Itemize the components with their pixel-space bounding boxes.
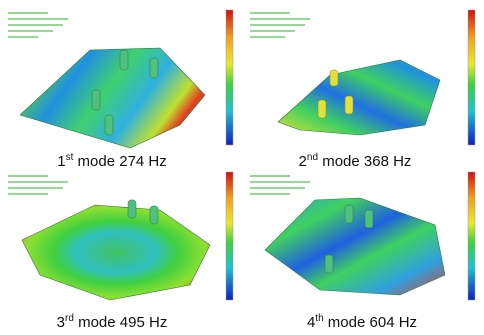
frequency: 495 xyxy=(120,314,145,331)
ordinal-suffix: rd xyxy=(65,313,74,324)
label: mode xyxy=(78,153,116,170)
frequency: 368 xyxy=(364,153,389,170)
unit: Hz xyxy=(399,314,417,331)
label: mode xyxy=(322,153,360,170)
mode-image xyxy=(250,172,475,300)
caption: 4th mode 604 Hz xyxy=(307,313,417,331)
page: {"panels": [ {"ordinal": "1", "suffix": … xyxy=(0,0,484,335)
ordinal-suffix: nd xyxy=(307,152,318,163)
unit: Hz xyxy=(148,153,166,170)
label: mode xyxy=(328,314,366,331)
mode-image xyxy=(8,172,233,300)
label: mode xyxy=(78,314,116,331)
caption: 3rd mode 495 Hz xyxy=(57,313,168,331)
unit: Hz xyxy=(149,314,167,331)
caption: 2nd mode 368 Hz xyxy=(299,152,412,170)
unit: Hz xyxy=(393,153,411,170)
frequency: 604 xyxy=(370,314,395,331)
mode-image xyxy=(250,10,475,145)
ordinal-suffix: st xyxy=(66,152,74,163)
frequency: 274 xyxy=(119,153,144,170)
mode-image xyxy=(8,10,233,148)
ordinal-suffix: th xyxy=(315,313,323,324)
caption: 1st mode 274 Hz xyxy=(57,152,167,170)
